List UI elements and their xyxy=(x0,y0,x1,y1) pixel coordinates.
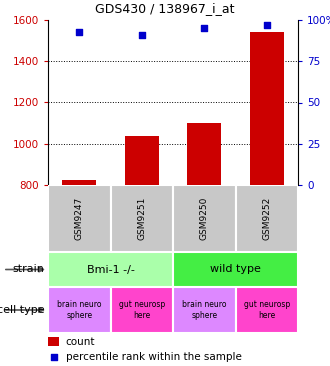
Text: percentile rank within the sample: percentile rank within the sample xyxy=(65,352,241,362)
Text: cell type: cell type xyxy=(0,305,45,315)
Bar xyxy=(48,185,111,252)
Bar xyxy=(111,185,173,252)
Text: gut neurosp
here: gut neurosp here xyxy=(244,300,290,320)
Bar xyxy=(111,287,173,333)
Bar xyxy=(173,252,298,287)
Bar xyxy=(249,32,284,185)
Bar xyxy=(124,135,159,185)
Bar xyxy=(62,180,96,185)
Text: brain neuro
sphere: brain neuro sphere xyxy=(182,300,226,320)
Text: strain: strain xyxy=(13,265,45,274)
Text: wild type: wild type xyxy=(210,265,261,274)
Bar xyxy=(173,185,236,252)
Bar xyxy=(48,337,59,346)
Text: GSM9251: GSM9251 xyxy=(137,197,146,240)
Point xyxy=(202,25,207,31)
Text: Bmi-1 -/-: Bmi-1 -/- xyxy=(86,265,134,274)
Text: brain neuro
sphere: brain neuro sphere xyxy=(57,300,102,320)
Point xyxy=(77,29,82,34)
Bar xyxy=(236,287,298,333)
Text: gut neurosp
here: gut neurosp here xyxy=(118,300,165,320)
Bar xyxy=(236,185,298,252)
Bar xyxy=(48,252,173,287)
Bar xyxy=(48,287,111,333)
Text: GSM9247: GSM9247 xyxy=(75,197,84,240)
Bar xyxy=(173,287,236,333)
Text: GDS430 / 138967_i_at: GDS430 / 138967_i_at xyxy=(95,2,235,15)
Point xyxy=(139,32,145,38)
Bar xyxy=(187,123,221,185)
Point xyxy=(264,22,269,28)
Text: GSM9250: GSM9250 xyxy=(200,197,209,240)
Text: GSM9252: GSM9252 xyxy=(262,197,271,240)
Point xyxy=(51,354,56,360)
Text: count: count xyxy=(65,337,95,347)
